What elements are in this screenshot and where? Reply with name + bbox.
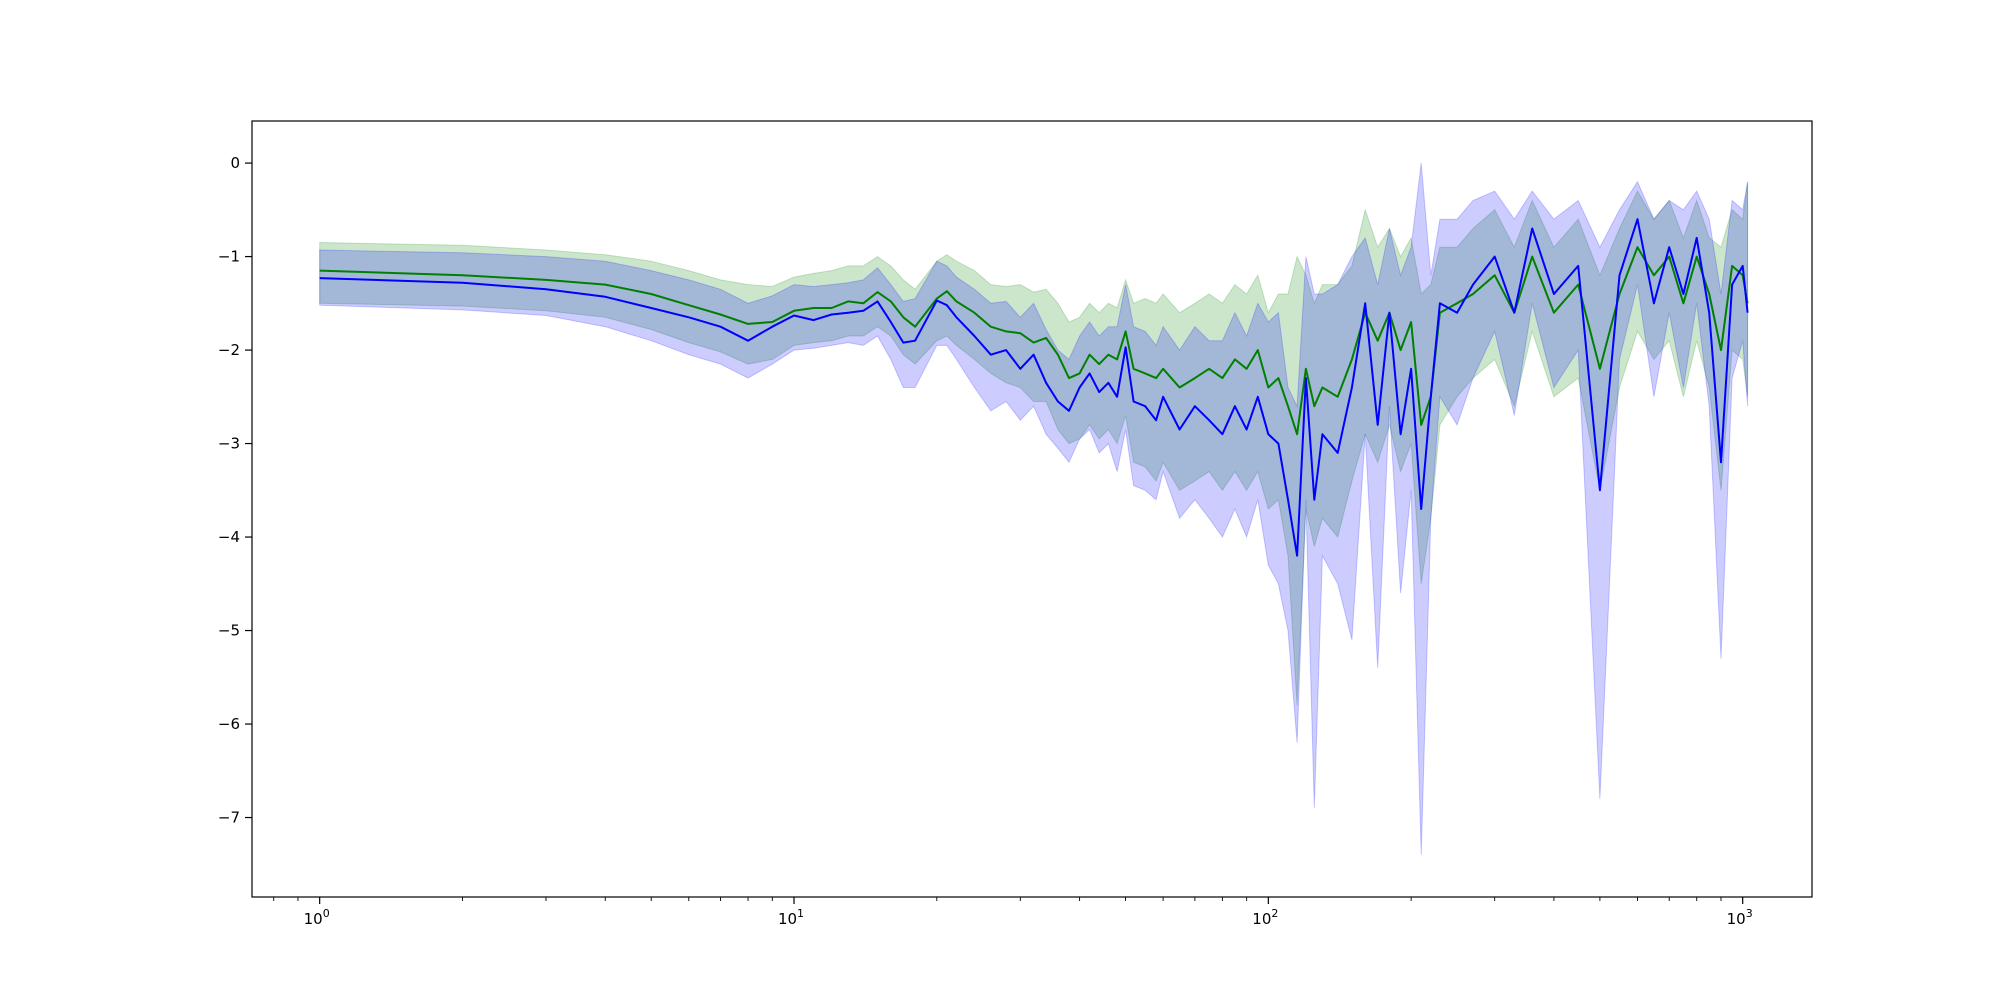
y-tick-label: −7	[218, 809, 240, 827]
y-axis: 0 −1 −2 −3 −4 −5 −6 −7	[218, 154, 252, 827]
green-series-line	[319, 246, 1749, 436]
y-tick-label: −3	[218, 435, 240, 453]
y-tick-label: −4	[218, 528, 240, 546]
y-tick-label: −6	[218, 715, 240, 733]
series-lines	[319, 218, 1749, 557]
y-tick-label: 0	[230, 154, 240, 172]
green-confidence-band	[319, 181, 1749, 706]
y-tick-label: −2	[218, 341, 240, 359]
plot-frame	[251, 120, 1813, 898]
blue-series-line	[319, 218, 1749, 557]
y-tick-label: −5	[218, 622, 240, 640]
y-tick-label: −1	[218, 248, 240, 266]
